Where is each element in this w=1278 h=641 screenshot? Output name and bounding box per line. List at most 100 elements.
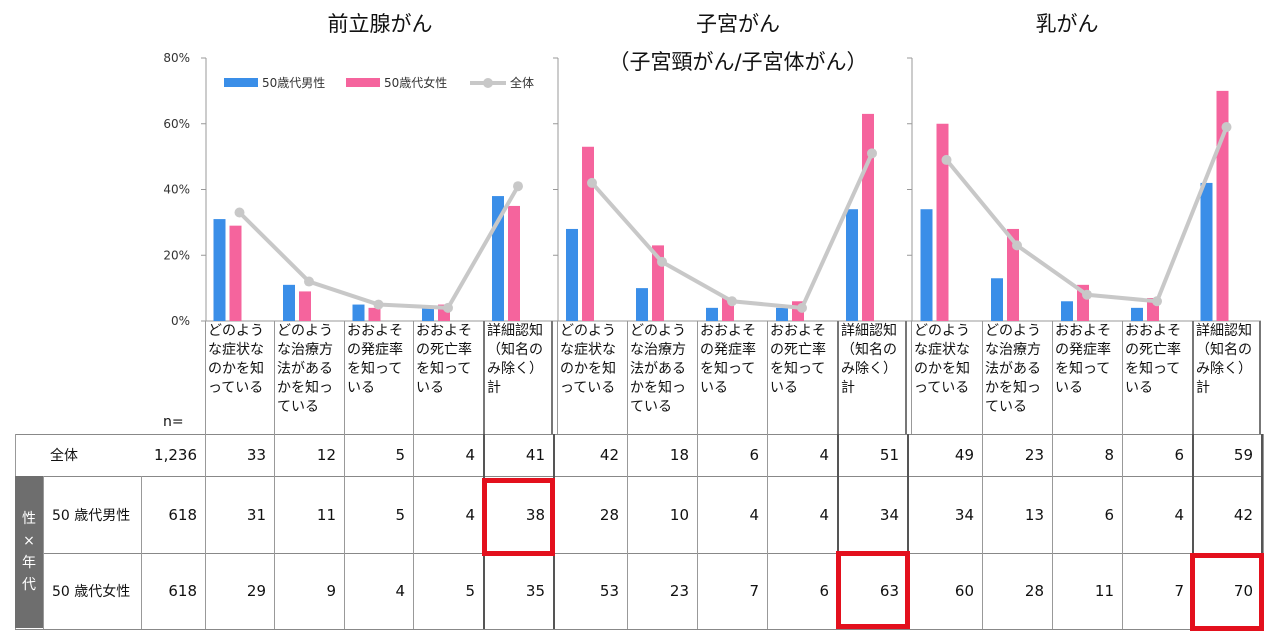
category-label: どのような治療方法があるかを知っている (627, 321, 697, 434)
table-cell: 5 (395, 505, 405, 524)
bar-male (846, 209, 858, 321)
row-label: 全体 (50, 448, 78, 464)
y-tick-label: 80% (163, 51, 190, 65)
table-cell: 53 (599, 582, 619, 600)
total-point (443, 302, 453, 313)
category-label: どのような症状なのかを知っている (911, 321, 982, 434)
table-col-border (1122, 434, 1123, 629)
y-tick-label: 60% (163, 117, 190, 131)
bar-male (422, 307, 434, 321)
total-point (1221, 122, 1232, 133)
bar-male (283, 284, 295, 321)
table-cell: 11 (316, 505, 336, 524)
table-label-border (43, 476, 44, 629)
table-col-border (837, 434, 839, 629)
category-label: どのような治療方法があるかを知っている (982, 321, 1052, 434)
table-cell: 49 (954, 446, 974, 464)
bar-male (636, 288, 648, 321)
total-point (1152, 296, 1162, 307)
table-cell: 4 (819, 446, 829, 464)
legend-total-label: 全体 (510, 75, 534, 90)
table-cell: 10 (669, 505, 689, 524)
bar-male (776, 307, 788, 321)
table-row-divider (15, 434, 1264, 435)
table-cell: 6 (749, 446, 759, 464)
table-cell: 4 (819, 505, 829, 524)
table-cell: 9 (326, 582, 336, 600)
panel-subtitle: （子宮頸がん/子宮体がん） (608, 50, 868, 74)
table-cell: 63 (879, 582, 899, 600)
table-cell: 34 (879, 505, 899, 524)
legend-female-swatch (346, 78, 380, 87)
table-n-border (141, 476, 142, 629)
table-cell: 18 (669, 446, 689, 464)
table-col-border (767, 434, 768, 629)
table-col-border (274, 434, 275, 629)
table-cell: 7 (1174, 582, 1184, 600)
table-cell: 42 (1233, 505, 1253, 524)
n-label: n= (163, 414, 184, 430)
group-label-char: 代 (22, 577, 36, 593)
legend-male-label: 50歳代男性 (262, 76, 325, 90)
highlight-box (482, 478, 555, 556)
table-col-border (627, 434, 628, 629)
table-cell: 28 (599, 505, 619, 524)
table-row-divider (15, 629, 1264, 630)
row-label: 50 歳代女性 (52, 584, 131, 600)
bar-female (936, 123, 949, 321)
legend-male-swatch (224, 78, 258, 87)
category-label: おおよその発症率を知っている (697, 321, 767, 434)
bar-male (1131, 307, 1143, 321)
total-point (867, 148, 877, 159)
table-cell: 4 (465, 446, 475, 464)
table-cell: 5 (395, 446, 405, 464)
table-cell: 6 (1104, 505, 1114, 524)
category-label: おおよその死亡率を知っている (1122, 321, 1192, 434)
table-cell: 33 (246, 446, 266, 464)
table-cell: 29 (246, 582, 266, 600)
bar-male (213, 219, 226, 321)
category-label: おおよその発症率を知っている (344, 321, 413, 434)
table-cell: 35 (525, 582, 545, 600)
legend-female-label: 50歳代女性 (384, 75, 447, 90)
bar-male (706, 307, 718, 321)
table-cell: 6 (1174, 446, 1184, 464)
row-n-value: 618 (168, 582, 197, 600)
highlight-box (1190, 553, 1264, 631)
row-label: 50 歳代男性 (52, 507, 131, 524)
table-col-border (205, 321, 206, 629)
table-col-border (1192, 434, 1194, 629)
table-cell: 42 (599, 446, 619, 464)
bar-female (862, 113, 874, 321)
table-cell: 60 (954, 582, 974, 600)
total-point (234, 207, 245, 218)
category-label: おおよその発症率を知っている (1052, 321, 1122, 434)
table-col-border (697, 434, 698, 629)
group-label-char: 年 (22, 555, 36, 571)
table-cell: 4 (1174, 505, 1184, 524)
table-cell: 11 (1094, 582, 1114, 600)
total-point (797, 302, 807, 313)
table-col-border (413, 434, 414, 629)
category-label: おおよその死亡率を知っている (767, 321, 837, 434)
panel-title: 乳がん (1035, 12, 1099, 36)
table-col-border (1052, 434, 1053, 629)
total-point (304, 276, 314, 287)
total-point (727, 296, 737, 307)
table-cell: 8 (1104, 446, 1114, 464)
total-line (590, 152, 874, 310)
table-col-border (344, 434, 345, 629)
bar-male (1200, 182, 1213, 321)
table-col-border (1261, 434, 1263, 629)
table-cell: 23 (669, 582, 689, 600)
table-cell: 4 (465, 505, 475, 524)
table-cell: 59 (1233, 446, 1253, 464)
table-cell: 4 (395, 582, 405, 600)
category-label: どのような治療方法があるかを知っている (274, 321, 344, 434)
y-tick-label: 40% (163, 183, 190, 197)
total-point (1012, 240, 1022, 251)
table-cell: 51 (879, 446, 899, 464)
panel-title: 子宮がん (696, 12, 780, 36)
bar-male (1061, 301, 1073, 321)
